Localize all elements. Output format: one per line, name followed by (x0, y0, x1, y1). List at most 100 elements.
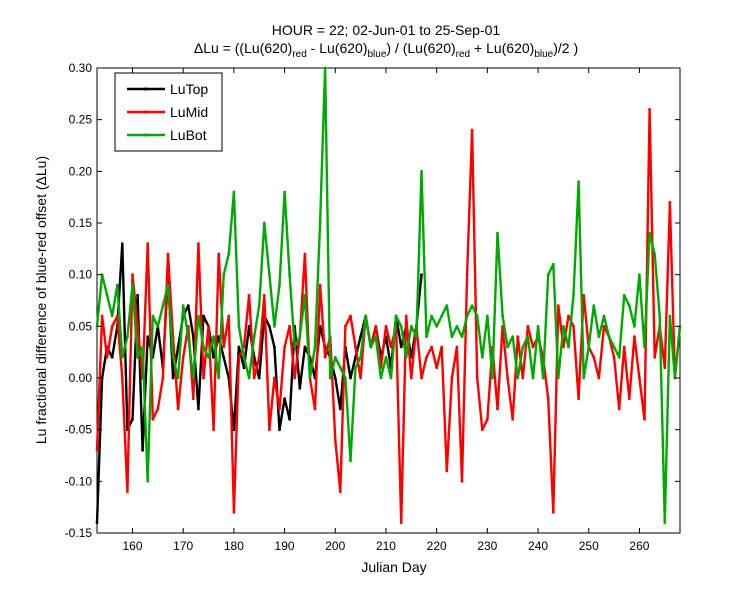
data-point-lutop (136, 293, 140, 297)
data-point-lumid (612, 355, 616, 359)
legend-marker-lutop (144, 87, 148, 91)
data-point-lutop (95, 521, 99, 525)
data-point-lubot (531, 376, 535, 380)
x-tick-label: 210 (376, 539, 396, 553)
data-point-lumid (161, 376, 165, 380)
data-point-lubot (217, 376, 221, 380)
data-point-lubot (354, 366, 357, 370)
data-point-lumid (521, 376, 525, 380)
data-point-lubot (551, 262, 555, 266)
data-point-lubot (612, 345, 616, 349)
data-point-lutop (222, 355, 226, 359)
data-point-lubot (212, 335, 216, 339)
data-point-lubot (268, 273, 271, 277)
data-point-lumid (496, 407, 499, 411)
data-point-lumid (470, 128, 474, 132)
data-point-lubot (506, 345, 509, 349)
data-point-lumid (222, 345, 226, 349)
data-point-lumid (597, 376, 601, 380)
data-point-lumid (313, 407, 317, 411)
data-point-lubot (333, 355, 337, 359)
data-point-lumid (303, 252, 307, 256)
data-point-lubot (379, 376, 383, 380)
data-point-lumid (318, 283, 322, 287)
data-point-lumid (197, 242, 200, 246)
data-point-lutop (399, 345, 403, 349)
data-point-lubot (364, 314, 368, 318)
data-point-lumid (668, 200, 672, 204)
data-point-lubot (389, 376, 393, 380)
data-point-lubot (475, 314, 479, 318)
data-point-lumid (633, 335, 636, 339)
data-point-lubot (359, 355, 362, 359)
data-point-lutop (176, 345, 180, 349)
data-point-lubot (303, 293, 307, 297)
data-point-lubot (425, 335, 428, 339)
x-tick-label: 190 (275, 539, 295, 553)
data-point-lubot (440, 314, 444, 318)
data-point-lumid (131, 273, 134, 277)
data-point-lubot (308, 376, 312, 380)
data-point-lumid (562, 345, 565, 349)
data-point-lumid (283, 345, 286, 349)
data-point-lubot (592, 304, 596, 308)
data-point-lubot (273, 324, 276, 328)
data-point-lutop (359, 335, 362, 339)
data-point-lumid (622, 345, 626, 349)
data-point-lumid (207, 324, 210, 328)
y-tick-label: -0.05 (65, 423, 93, 437)
data-point-lubot (349, 459, 352, 463)
data-point-lutop (349, 376, 352, 380)
data-point-lumid (399, 521, 403, 525)
data-point-lumid (602, 324, 606, 328)
data-point-lubot (146, 479, 150, 483)
data-point-lumid (105, 355, 109, 359)
data-point-lutop (283, 397, 286, 401)
x-axis-label: Julian Day (361, 559, 426, 575)
data-point-lubot (450, 335, 454, 339)
data-point-lubot (607, 335, 611, 339)
data-point-lubot (328, 376, 332, 380)
data-point-lumid (506, 376, 509, 380)
data-point-lubot (658, 314, 662, 318)
data-point-lubot (582, 376, 586, 380)
data-point-lutop (303, 345, 307, 349)
data-point-lumid (262, 293, 266, 297)
data-point-lumid (252, 376, 256, 380)
data-point-lubot (516, 376, 520, 380)
data-point-lutop (257, 376, 261, 380)
data-point-lubot (197, 314, 200, 318)
data-point-lubot (120, 355, 124, 359)
data-point-lumid (638, 376, 641, 380)
legend-label-lumid: LuMid (170, 104, 208, 120)
data-point-lubot (445, 304, 449, 308)
data-point-lumid (257, 355, 261, 359)
data-point-lubot (227, 252, 231, 256)
data-point-lubot (602, 314, 606, 318)
data-point-lumid (202, 376, 205, 380)
data-point-lubot (242, 355, 246, 359)
data-point-lubot (338, 366, 342, 370)
data-point-lubot (496, 231, 499, 235)
data-point-lubot (409, 324, 413, 328)
data-point-lubot (673, 376, 677, 380)
data-point-lumid (567, 314, 570, 318)
data-point-lumid (359, 376, 362, 380)
data-point-lubot (470, 304, 474, 308)
data-point-lubot (435, 324, 439, 328)
data-point-lumid (156, 407, 160, 411)
data-point-lumid (425, 355, 428, 359)
data-point-lubot (480, 355, 484, 359)
data-point-lubot (663, 521, 667, 525)
data-point-lumid (572, 324, 575, 328)
data-point-lubot (262, 221, 266, 225)
data-point-lutop (202, 314, 205, 318)
data-point-lumid (212, 428, 216, 432)
data-point-lubot (511, 335, 515, 339)
plot-frame (96, 67, 681, 534)
data-point-lutop (232, 428, 236, 432)
data-point-lumid (475, 376, 479, 380)
data-point-lubot (232, 190, 236, 194)
data-point-lubot (420, 169, 423, 173)
data-point-lubot (521, 345, 525, 349)
